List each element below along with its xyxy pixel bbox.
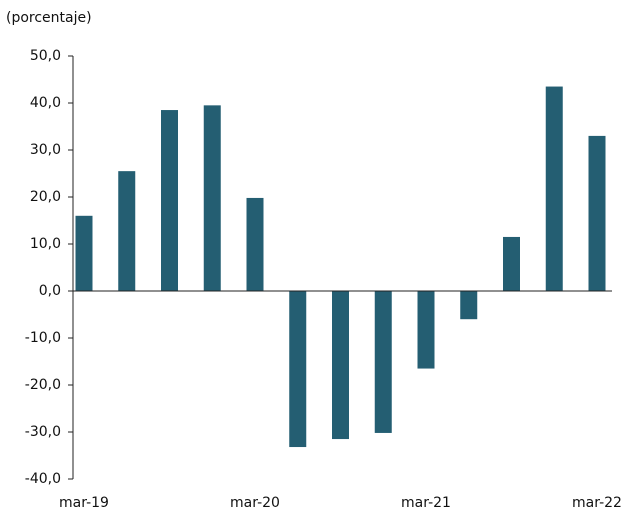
bar bbox=[460, 291, 478, 320]
bar bbox=[203, 105, 221, 291]
y-tick-label: -40,0 bbox=[25, 471, 61, 487]
bar bbox=[503, 236, 520, 291]
bar bbox=[289, 291, 307, 448]
y-tick-label: 20,0 bbox=[30, 189, 61, 205]
bar bbox=[332, 291, 349, 440]
bar bbox=[161, 110, 178, 291]
y-axis-label: (porcentaje) bbox=[6, 10, 92, 26]
bar bbox=[417, 291, 435, 369]
bar bbox=[75, 215, 93, 291]
x-tick-label: mar-20 bbox=[230, 495, 280, 511]
y-tick-label: 40,0 bbox=[30, 95, 61, 111]
bar bbox=[118, 171, 136, 291]
x-tick-label: mar-21 bbox=[401, 495, 451, 511]
y-tick-label: 10,0 bbox=[30, 236, 61, 252]
x-tick-label: mar-19 bbox=[59, 495, 109, 511]
y-tick-label: -30,0 bbox=[25, 424, 61, 440]
bar bbox=[545, 86, 563, 291]
y-tick-label: 0,0 bbox=[39, 283, 61, 299]
bar bbox=[246, 197, 264, 291]
y-tick-label: 50,0 bbox=[30, 48, 61, 64]
y-tick-label: 30,0 bbox=[30, 142, 61, 158]
y-tick-label: -20,0 bbox=[25, 377, 61, 393]
y-tick-label: -10,0 bbox=[25, 330, 61, 346]
x-tick-label: mar-22 bbox=[572, 495, 622, 511]
bar bbox=[374, 291, 392, 433]
bar bbox=[588, 135, 606, 291]
